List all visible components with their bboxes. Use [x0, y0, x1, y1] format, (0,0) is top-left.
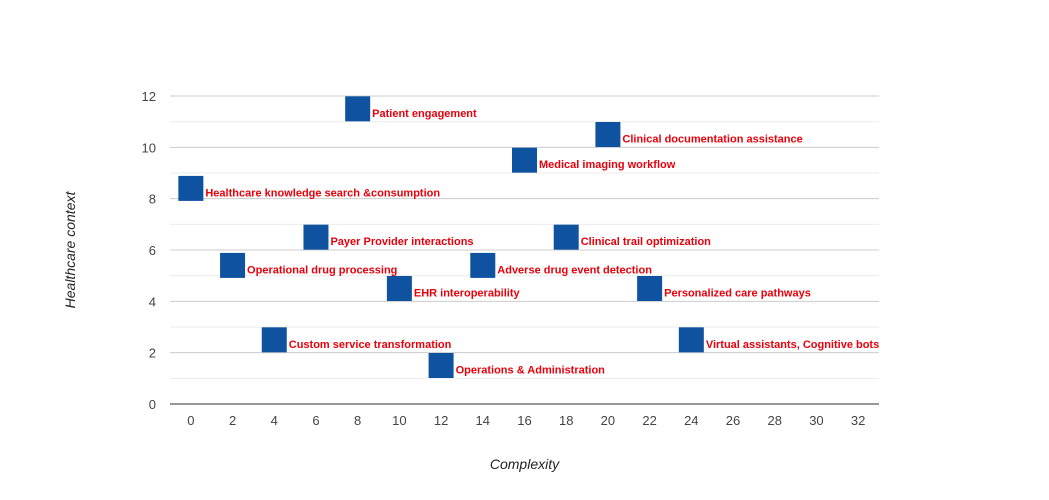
x-tick-label: 8 — [354, 413, 361, 428]
data-point-label: Operations & Administration — [456, 365, 606, 377]
x-tick-label: 10 — [392, 413, 406, 428]
x-tick-label: 0 — [187, 413, 194, 428]
data-point-marker — [178, 175, 204, 201]
x-tick-label: 32 — [851, 413, 865, 428]
data-point-label: EHR interoperability — [414, 288, 521, 300]
x-tick-label: 26 — [726, 413, 740, 428]
x-tick-label: 30 — [809, 413, 823, 428]
data-point-label: Operational drug processing — [247, 264, 397, 276]
y-tick-label: 12 — [142, 89, 156, 104]
data-point-marker — [386, 276, 412, 301]
data-point-marker — [428, 353, 454, 378]
x-tick-label: 18 — [559, 413, 573, 428]
x-tick-label: 24 — [684, 413, 698, 428]
y-tick-label: 10 — [142, 140, 156, 155]
data-point-marker — [261, 327, 287, 353]
data-point-label: Custom service transformation — [289, 339, 452, 351]
gridlines — [170, 95, 879, 405]
data-point-label: Payer Provider interactions — [330, 236, 473, 248]
y-tick-label: 0 — [149, 397, 156, 412]
data-point-marker — [512, 147, 537, 173]
x-tick-label: 28 — [768, 413, 782, 428]
x-tick-label: 22 — [642, 413, 656, 428]
y-tick-label: 4 — [149, 294, 156, 309]
x-tick-label: 12 — [434, 413, 448, 428]
data-point-label: Adverse drug event detection — [497, 264, 652, 276]
data-point-marker — [678, 327, 704, 353]
x-tick-label: 2 — [229, 413, 236, 428]
data-points: Healthcare knowledge search &consumption… — [178, 96, 879, 378]
data-point-label: Clinical trail optimization — [581, 236, 711, 248]
y-tick-label: 8 — [149, 192, 156, 207]
y-tick-label: 2 — [149, 346, 156, 361]
x-axis-title: Complexity — [490, 456, 560, 472]
x-tick-label: 6 — [312, 413, 319, 428]
data-point-label: Personalized care pathways — [664, 288, 811, 300]
data-point-label: Virtual assistants, Cognitive bots — [706, 339, 879, 351]
x-tick-label: 4 — [271, 413, 278, 428]
data-point-label: Patient engagement — [372, 108, 477, 120]
data-point-marker — [637, 276, 663, 301]
data-point-marker — [553, 224, 579, 250]
data-point-marker — [595, 122, 621, 147]
x-tick-label: 16 — [517, 413, 531, 428]
data-point-marker — [220, 252, 246, 278]
x-tick-label: 20 — [601, 413, 615, 428]
data-point-marker — [303, 224, 329, 250]
y-axis-title: Healthcare context — [62, 191, 78, 309]
data-point-label: Healthcare knowledge search &consumption — [205, 187, 440, 199]
x-tick-label: 14 — [476, 413, 490, 428]
data-point-label: Clinical documentation assistance — [622, 134, 802, 146]
data-point-label: Medical imaging workflow — [539, 159, 676, 171]
data-point-marker — [470, 252, 496, 278]
y-tick-label: 6 — [149, 243, 156, 258]
data-point-marker — [345, 96, 371, 122]
